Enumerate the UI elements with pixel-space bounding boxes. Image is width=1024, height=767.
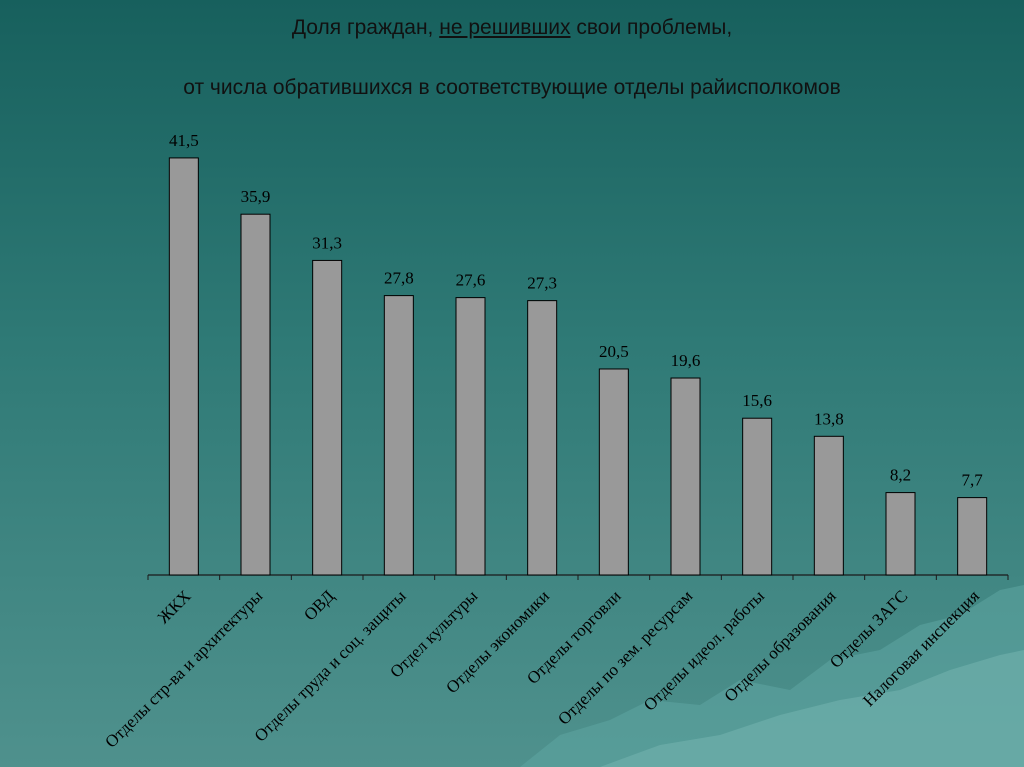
chart-title: Доля граждан, не решивших свои проблемы, xyxy=(0,16,1024,40)
value-label: 27,6 xyxy=(456,271,486,290)
value-label: 13,8 xyxy=(814,409,844,428)
title-part: не решивших xyxy=(439,16,571,39)
bar xyxy=(957,497,988,576)
value-label: 27,8 xyxy=(384,269,414,288)
value-label: 41,5 xyxy=(169,131,199,150)
bar xyxy=(813,435,844,576)
bar xyxy=(240,213,271,576)
value-label: 15,6 xyxy=(742,391,772,410)
bar xyxy=(885,492,916,576)
value-label: 19,6 xyxy=(671,351,701,370)
bar xyxy=(383,295,414,576)
bar xyxy=(598,368,629,576)
value-label: 31,3 xyxy=(312,233,342,252)
title-part: свои проблемы, xyxy=(576,16,733,39)
value-label: 27,3 xyxy=(527,274,557,293)
x-tick-label: Отделы стр-ва и архитектуры xyxy=(101,586,266,751)
bar xyxy=(168,157,199,576)
bar xyxy=(742,417,773,576)
decor xyxy=(520,585,1024,767)
bar xyxy=(527,300,558,576)
x-tick-label: Отделы труда и соц. защиты xyxy=(251,586,410,745)
value-label: 7,7 xyxy=(962,471,984,490)
x-tick-label: ОВД xyxy=(300,586,338,624)
decor xyxy=(600,650,1024,767)
bar xyxy=(670,377,701,576)
x-tick-label: ЖКХ xyxy=(154,586,195,627)
value-label: 35,9 xyxy=(241,187,271,206)
value-label: 8,2 xyxy=(890,466,911,485)
title-part: Доля граждан, xyxy=(291,16,434,39)
chart-subtitle: от числа обратившихся в соответствующие … xyxy=(183,76,841,99)
bar xyxy=(455,297,486,576)
value-label: 20,5 xyxy=(599,342,629,361)
bar xyxy=(312,259,343,576)
